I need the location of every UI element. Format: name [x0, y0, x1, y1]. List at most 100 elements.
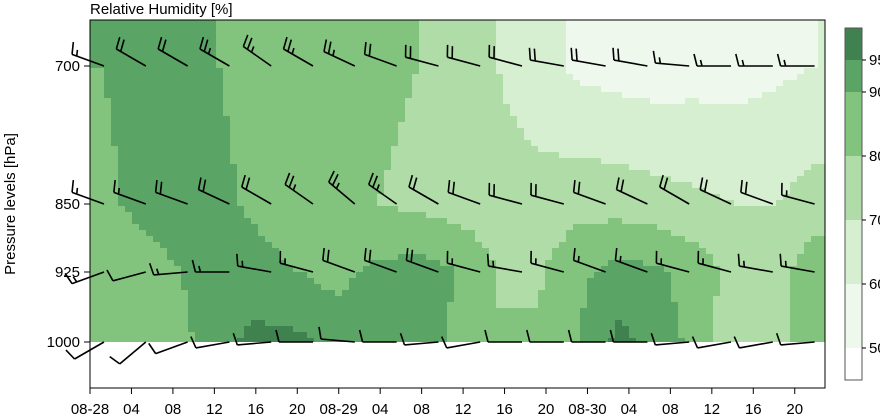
humidity-cell: [223, 212, 231, 219]
humidity-cell: [356, 188, 364, 195]
humidity-cell: [258, 176, 266, 183]
humidity-cell: [377, 104, 385, 111]
humidity-cell: [342, 62, 350, 69]
humidity-cell: [692, 50, 700, 57]
humidity-cell: [370, 140, 378, 147]
humidity-cell: [314, 44, 322, 51]
humidity-cell: [223, 122, 231, 129]
humidity-cell: [426, 152, 434, 159]
humidity-cell: [559, 68, 567, 75]
humidity-cell: [363, 272, 371, 279]
humidity-cell: [685, 218, 693, 225]
humidity-cell: [251, 158, 259, 165]
humidity-cell: [349, 176, 357, 183]
humidity-cell: [734, 218, 742, 225]
humidity-cell: [426, 230, 434, 237]
humidity-cell: [475, 206, 483, 213]
humidity-cell: [314, 62, 322, 69]
humidity-cell: [356, 158, 364, 165]
humidity-cell: [286, 224, 294, 231]
humidity-cell: [251, 134, 259, 141]
humidity-cell: [251, 32, 259, 39]
humidity-cell: [447, 302, 455, 309]
humidity-cell: [433, 206, 441, 213]
humidity-cell: [258, 158, 266, 165]
humidity-cell: [223, 236, 231, 243]
humidity-cell: [601, 164, 609, 171]
humidity-cell: [181, 116, 189, 123]
humidity-cell: [580, 296, 588, 303]
humidity-cell: [223, 272, 231, 279]
humidity-cell: [174, 122, 182, 129]
humidity-cell: [349, 68, 357, 75]
humidity-cell: [433, 236, 441, 243]
humidity-cell: [195, 74, 203, 81]
humidity-cell: [755, 56, 763, 63]
humidity-cell: [139, 266, 147, 273]
humidity-cell: [531, 62, 539, 69]
humidity-cell: [405, 80, 413, 87]
humidity-cell: [342, 230, 350, 237]
humidity-cell: [279, 128, 287, 135]
humidity-cell: [377, 170, 385, 177]
humidity-cell: [398, 110, 406, 117]
humidity-cell: [524, 38, 532, 45]
humidity-cell: [370, 242, 378, 249]
humidity-cell: [706, 254, 714, 261]
humidity-cell: [377, 140, 385, 147]
humidity-cell: [692, 206, 700, 213]
humidity-cell: [510, 236, 518, 243]
humidity-cell: [510, 230, 518, 237]
humidity-cell: [363, 284, 371, 291]
humidity-cell: [181, 188, 189, 195]
humidity-cell: [685, 206, 693, 213]
humidity-cell: [594, 152, 602, 159]
humidity-cell: [650, 38, 658, 45]
humidity-cell: [146, 110, 154, 117]
humidity-cell: [776, 128, 784, 135]
humidity-cell: [216, 206, 224, 213]
humidity-cell: [174, 32, 182, 39]
humidity-cell: [440, 278, 448, 285]
humidity-cell: [314, 182, 322, 189]
humidity-cell: [748, 32, 756, 39]
humidity-cell: [594, 284, 602, 291]
humidity-cell: [727, 182, 735, 189]
humidity-cell: [552, 164, 560, 171]
humidity-cell: [167, 20, 175, 27]
humidity-cell: [566, 200, 574, 207]
humidity-cell: [223, 134, 231, 141]
humidity-cell: [517, 122, 525, 129]
humidity-cell: [286, 212, 294, 219]
humidity-cell: [503, 188, 511, 195]
humidity-cell: [776, 284, 784, 291]
humidity-cell: [356, 302, 364, 309]
humidity-cell: [657, 200, 665, 207]
humidity-cell: [286, 56, 294, 63]
humidity-cell: [97, 92, 105, 99]
humidity-cell: [286, 92, 294, 99]
humidity-cell: [643, 284, 651, 291]
humidity-cell: [377, 110, 385, 117]
humidity-cell: [811, 212, 819, 219]
humidity-cell: [552, 50, 560, 57]
humidity-cell: [468, 50, 476, 57]
humidity-cell: [503, 218, 511, 225]
humidity-cell: [538, 278, 546, 285]
humidity-cell: [146, 266, 154, 273]
humidity-cell: [804, 272, 812, 279]
humidity-cell: [349, 206, 357, 213]
humidity-cell: [377, 152, 385, 159]
humidity-cell: [237, 68, 245, 75]
humidity-cell: [566, 218, 574, 225]
humidity-cell: [139, 236, 147, 243]
humidity-cell: [461, 110, 469, 117]
humidity-cell: [132, 38, 140, 45]
humidity-cell: [496, 62, 504, 69]
humidity-cell: [762, 32, 770, 39]
humidity-cell: [811, 128, 819, 135]
humidity-cell: [167, 74, 175, 81]
humidity-cell: [244, 170, 252, 177]
humidity-cell: [356, 122, 364, 129]
humidity-cell: [475, 20, 483, 27]
